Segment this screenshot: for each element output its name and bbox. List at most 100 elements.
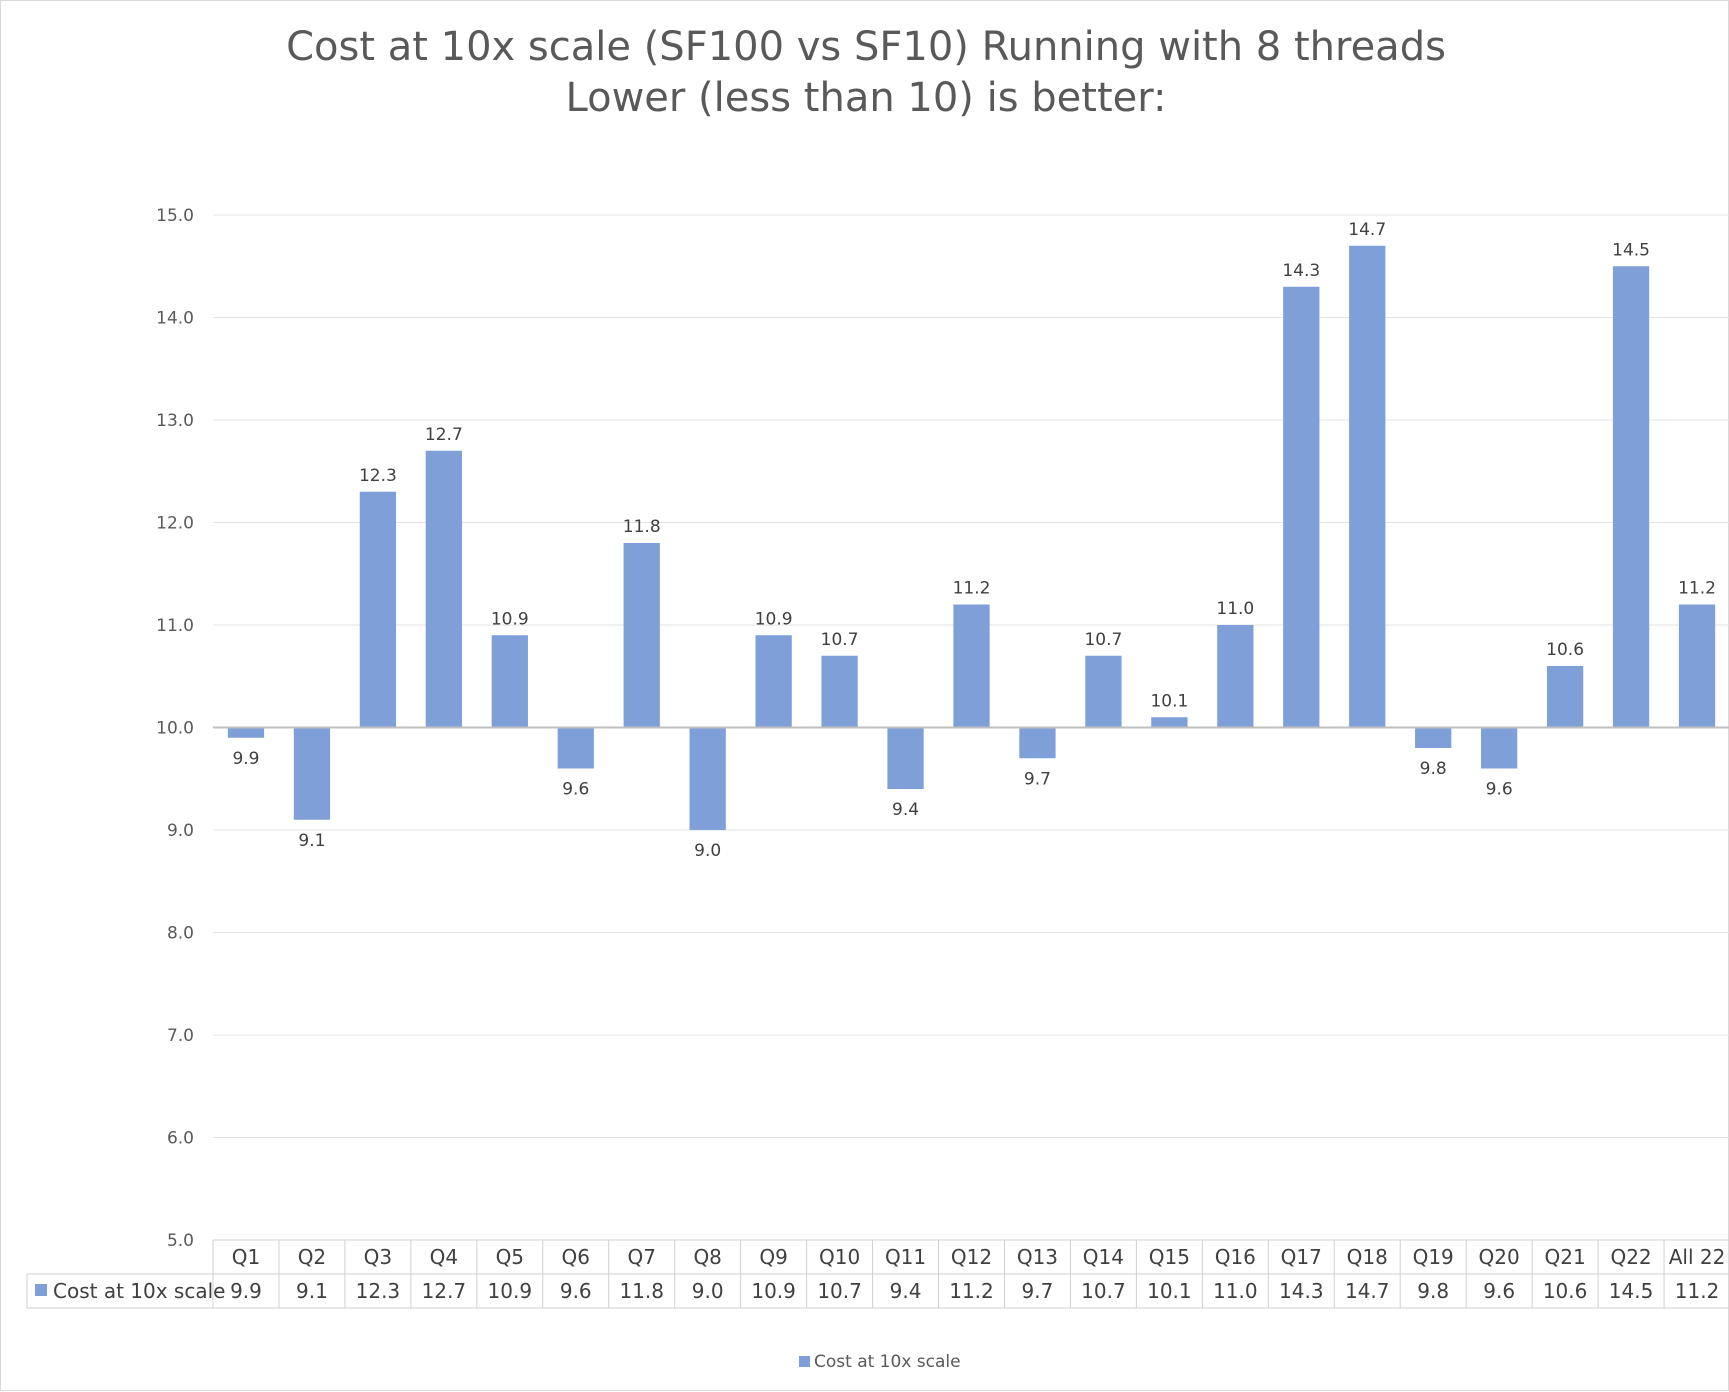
data-labels: 9.9 9.1 12.3 12.7 10.9 9.6 11.8 9.0 10.9 10.7 9.4 1…: [232, 220, 1715, 861]
data-label: 10.9: [491, 609, 529, 629]
bars: [227, 245, 1716, 830]
y-tick-label: 14.0: [156, 309, 194, 329]
data-label: 10.7: [1084, 630, 1122, 650]
bar: [1678, 604, 1716, 728]
category-label: Q15: [1149, 1245, 1190, 1269]
table-value: 9.7: [1022, 1279, 1054, 1303]
data-label: 9.6: [1486, 780, 1513, 800]
bar: [821, 655, 858, 728]
category-label: Q20: [1479, 1245, 1520, 1269]
table-value: 9.8: [1417, 1279, 1449, 1303]
table-value: 9.1: [296, 1279, 328, 1303]
table-value: 11.2: [949, 1279, 994, 1303]
category-label: Q9: [759, 1245, 787, 1269]
category-label: Q2: [298, 1245, 326, 1269]
bar: [557, 727, 594, 769]
category-label: Q11: [885, 1245, 926, 1269]
data-label: 9.7: [1024, 769, 1051, 789]
table-value: 10.6: [1543, 1279, 1588, 1303]
data-label: 11.8: [623, 517, 661, 537]
y-tick-label: 7.0: [167, 1026, 194, 1046]
bar: [689, 727, 726, 830]
table-value: 10.9: [751, 1279, 796, 1303]
data-label: 11.2: [1678, 579, 1716, 599]
y-tick-label: 6.0: [167, 1129, 194, 1149]
data-label: 9.1: [298, 831, 325, 851]
category-label: Q12: [951, 1245, 992, 1269]
bar: [359, 491, 397, 728]
bar: [1085, 655, 1122, 728]
chart-subtitle: Lower (less than 10) is better:: [566, 75, 1167, 121]
data-label: 14.7: [1348, 220, 1386, 240]
category-label: Q21: [1545, 1245, 1586, 1269]
category-label: Q19: [1413, 1245, 1454, 1269]
category-label: Q5: [496, 1245, 524, 1269]
bar: [1217, 625, 1254, 728]
y-tick-label: 8.0: [167, 924, 194, 944]
legend-swatch: [799, 1356, 810, 1367]
data-label: 12.7: [425, 425, 463, 445]
table-value: 9.6: [560, 1279, 592, 1303]
category-label: Q18: [1347, 1245, 1388, 1269]
bar: [227, 727, 265, 738]
y-tick-label: 5.0: [167, 1231, 194, 1251]
category-label: Q1: [232, 1245, 260, 1269]
table-value: 12.3: [356, 1279, 401, 1303]
legend: Cost at 10x scale: [799, 1352, 961, 1372]
table-legend-swatch: [35, 1284, 47, 1296]
category-label: Q7: [627, 1245, 655, 1269]
category-label: Q17: [1281, 1245, 1322, 1269]
y-tick-label: 11.0: [156, 616, 194, 636]
y-tick-label: 13.0: [156, 411, 194, 431]
category-label: Q22: [1610, 1245, 1651, 1269]
table-series-name: Cost at 10x scale: [53, 1279, 225, 1303]
data-label: 14.3: [1282, 261, 1320, 281]
data-label: 14.5: [1612, 240, 1650, 260]
y-tick-label: 15.0: [156, 206, 194, 226]
table-value: 10.1: [1147, 1279, 1192, 1303]
data-label: 12.3: [359, 466, 397, 486]
table-value: 9.9: [230, 1279, 262, 1303]
chart-title: Cost at 10x scale (SF100 vs SF10) Runnin…: [286, 24, 1446, 70]
category-label: Q4: [430, 1245, 458, 1269]
y-tick-label: 10.0: [156, 719, 194, 739]
bar: [491, 635, 528, 728]
bar: [1481, 727, 1518, 769]
y-axis-ticks: 5.0 6.0 7.0 8.0 9.0 10.0 11.0 12.0 13.0 14.0 15.0: [156, 206, 194, 1251]
table-value: 9.4: [890, 1279, 922, 1303]
table-value: 11.8: [619, 1279, 664, 1303]
data-label: 11.2: [953, 579, 991, 599]
y-tick-label: 12.0: [156, 514, 194, 534]
bar: [1546, 666, 1584, 728]
category-label: All 22: [1669, 1245, 1726, 1269]
data-label: 9.0: [694, 841, 721, 861]
table-value: 12.7: [422, 1279, 467, 1303]
category-label: Q10: [819, 1245, 860, 1269]
y-tick-label: 9.0: [167, 821, 194, 841]
data-label: 9.8: [1420, 759, 1447, 779]
table-value: 9.6: [1483, 1279, 1515, 1303]
bar: [1019, 727, 1056, 759]
table-value: 10.7: [1081, 1279, 1126, 1303]
bar: [1283, 286, 1320, 728]
bar: [293, 727, 331, 820]
bar: [1415, 727, 1452, 748]
table-value: 10.9: [488, 1279, 533, 1303]
category-label: Q16: [1215, 1245, 1256, 1269]
table-value: 11.0: [1213, 1279, 1258, 1303]
data-table: Cost at 10x scale Q1 9.9 Q2 9.1 Q3 12.3 Q4 12.7…: [26, 1239, 1729, 1309]
legend-label: Cost at 10x scale: [814, 1352, 961, 1372]
data-label: 11.0: [1216, 599, 1254, 619]
bar: [953, 604, 990, 728]
table-value: 14.5: [1609, 1279, 1654, 1303]
data-label: 10.6: [1546, 640, 1584, 660]
category-label: Q14: [1083, 1245, 1124, 1269]
table-value: 9.0: [692, 1279, 724, 1303]
category-label: Q3: [364, 1245, 392, 1269]
bar: [755, 635, 792, 728]
bar: [425, 450, 462, 728]
data-label: 10.7: [821, 630, 859, 650]
data-label: 10.1: [1150, 691, 1188, 711]
